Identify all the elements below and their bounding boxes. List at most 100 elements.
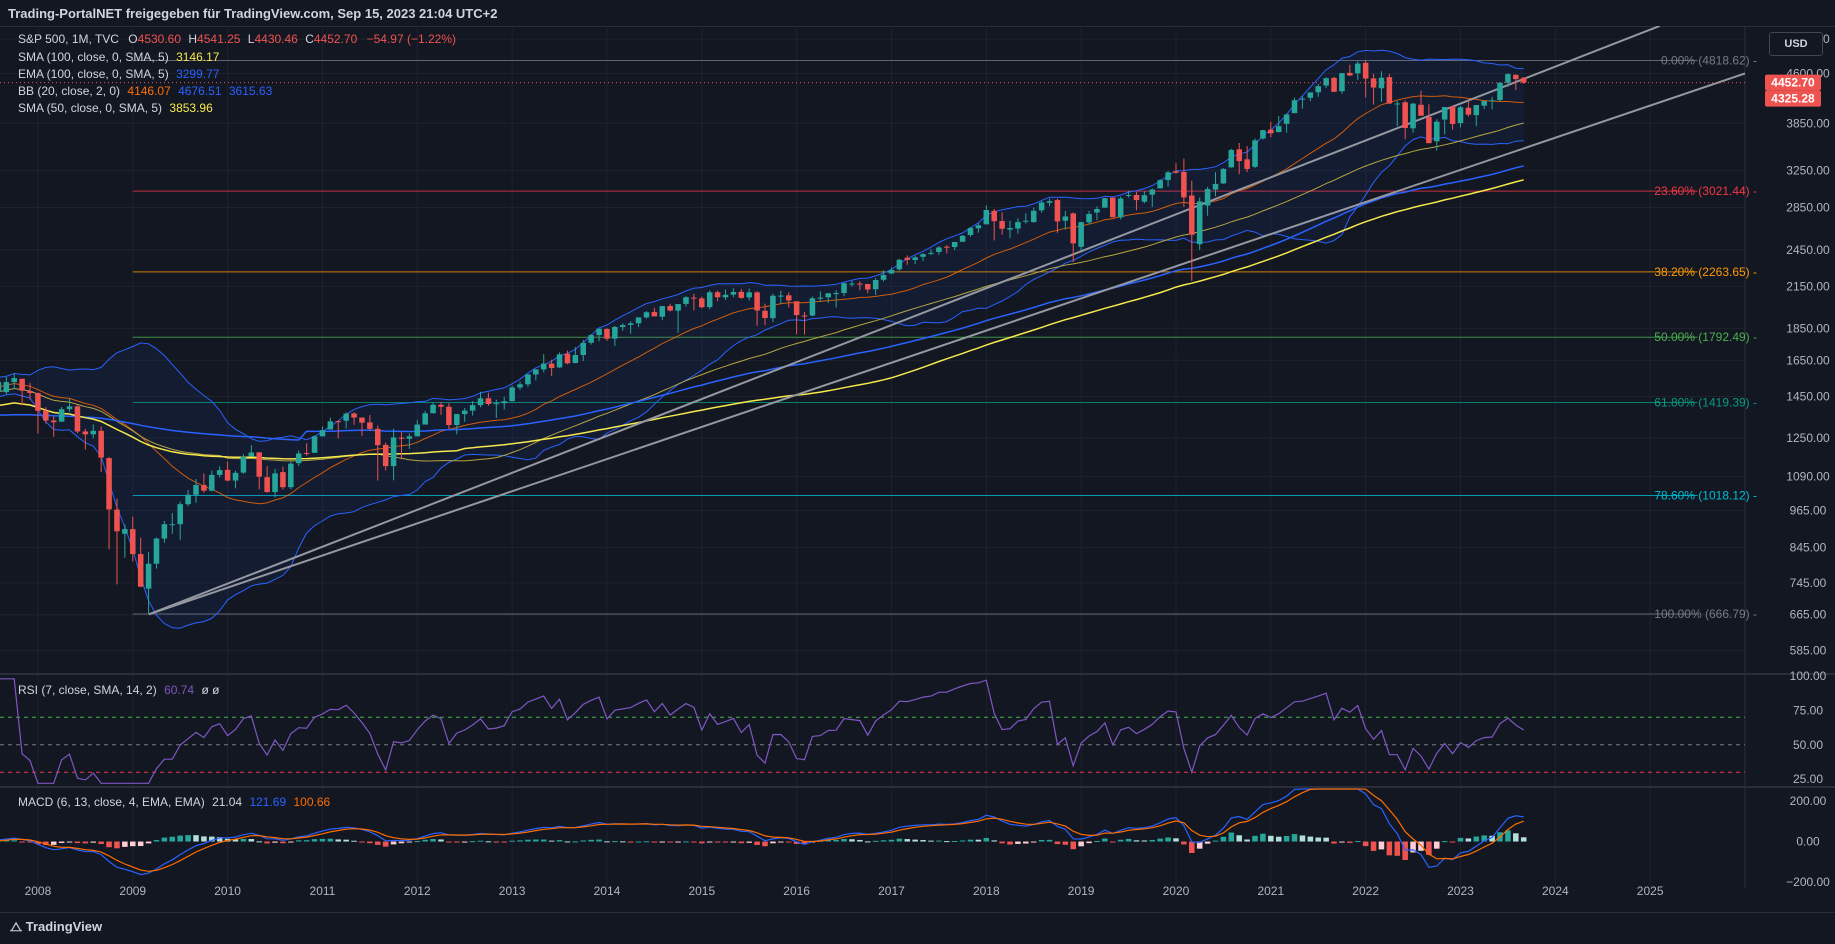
candle	[1046, 198, 1053, 207]
candle	[833, 290, 839, 308]
candle-body	[872, 280, 879, 290]
macd-histogram-bar	[754, 841, 760, 845]
macd-histogram-bar	[390, 841, 397, 845]
macd-histogram-bar	[1244, 839, 1250, 842]
macd-histogram-bar	[588, 839, 594, 842]
candle	[169, 513, 176, 534]
candle	[1441, 107, 1448, 135]
macd-histogram-bar	[904, 839, 911, 842]
y-tick-label: 3250.00	[1786, 164, 1830, 178]
macd-histogram-bar	[11, 840, 17, 842]
macd-histogram-bar	[1189, 841, 1195, 853]
candle-body	[1354, 63, 1361, 74]
candle	[991, 208, 997, 241]
y-tick-label: 2450.00	[1786, 243, 1830, 257]
macd-histogram-bar	[1315, 837, 1321, 842]
candle-body	[1236, 149, 1242, 162]
candle	[959, 235, 966, 242]
macd-histogram-bar	[1299, 835, 1306, 842]
candle	[11, 373, 17, 390]
candle	[699, 296, 705, 309]
macd-histogram-bar	[651, 841, 658, 843]
macd-histogram-bar	[446, 841, 452, 843]
candle	[1307, 92, 1314, 102]
tradingview-logo: ⧍ TradingView	[10, 919, 103, 934]
candle-body	[485, 398, 492, 404]
macd-histogram-bar	[1094, 840, 1100, 842]
legend-sma50-value: 3853.96	[169, 101, 213, 115]
macd-histogram-bar	[240, 838, 247, 842]
candle	[272, 468, 278, 498]
candle-body	[1386, 77, 1393, 104]
candle-body	[833, 293, 839, 295]
rsi-line	[0, 678, 1525, 784]
candle	[872, 278, 879, 296]
candle-body	[1291, 100, 1298, 114]
candle-body	[232, 472, 239, 481]
candle	[335, 420, 342, 439]
candle	[691, 293, 697, 311]
candle	[706, 290, 713, 310]
macd-histogram-bar	[730, 841, 737, 843]
macd-histogram-bar	[430, 838, 436, 842]
candle-body	[588, 335, 594, 343]
candle	[114, 498, 120, 585]
candle-body	[27, 391, 33, 394]
candle	[643, 311, 650, 319]
candle	[1386, 73, 1393, 105]
candle	[248, 445, 255, 457]
candle	[106, 457, 112, 550]
x-tick-label: 2016	[783, 884, 810, 898]
legend-macd-label: MACD (6, 13, close, 4, EMA, EMA)	[18, 795, 205, 809]
macd-histogram-bar	[1418, 841, 1424, 851]
candle-body	[1173, 171, 1179, 173]
currency-button[interactable]: USD	[1769, 32, 1823, 56]
macd-histogram-bar	[1370, 841, 1377, 851]
candle	[1252, 138, 1258, 169]
candle-body	[951, 241, 958, 248]
candle	[201, 473, 207, 493]
legend-sma50-row: SMA (50, close, 0, SMA, 5) 3853.96	[18, 101, 213, 115]
macd-histogram-bar	[1173, 838, 1179, 842]
macd-histogram-bar	[1465, 838, 1472, 842]
macd-histogram-bar	[1252, 835, 1258, 842]
chart-svg[interactable]: 2008 2009 2010 2011 2012 2013 2014 2015 2016 2017…	[0, 25, 1835, 939]
legend-macd-row: MACD (6, 13, close, 4, EMA, EMA) 21.04 1…	[18, 795, 330, 809]
y-tick-label: 745.00	[1790, 576, 1827, 590]
candle	[1228, 148, 1235, 168]
fib-level-label: 23.60% (3021.44) -	[1654, 184, 1757, 198]
y-tick-label: 1090.00	[1786, 469, 1830, 483]
candle	[683, 296, 689, 307]
x-tick-label: 2014	[594, 884, 621, 898]
macd-histogram-bar	[841, 838, 847, 842]
macd-histogram-bar	[248, 839, 255, 842]
legend-bb-mid: 4146.07	[127, 84, 171, 98]
channel-line	[148, 72, 1746, 616]
macd-histogram-bar	[667, 841, 673, 843]
candle	[327, 417, 334, 430]
candle-body	[983, 210, 990, 225]
candle-body	[1046, 201, 1053, 203]
candle	[485, 392, 492, 406]
candle-body	[501, 401, 507, 404]
candle	[801, 311, 808, 335]
macd-y-tick-label: 200.00	[1790, 794, 1827, 808]
macd-histogram-bar	[1133, 840, 1140, 842]
candle	[122, 524, 128, 558]
legend-symbol-row: S&P 500, 1M, TVC O4530.60 H4541.25 L4430…	[18, 32, 456, 46]
candle	[1030, 207, 1037, 223]
candle	[414, 420, 421, 437]
candle-body	[1109, 197, 1116, 218]
candle-body	[1402, 102, 1408, 129]
candle	[1165, 170, 1171, 187]
macd-histogram-bar	[857, 839, 863, 842]
candle-body	[145, 563, 152, 589]
legend-rsi-extra: ø ø	[201, 683, 220, 697]
candle	[58, 406, 65, 423]
macd-histogram-bar	[343, 839, 349, 842]
chart-area[interactable]: 2008 2009 2010 2011 2012 2013 2014 2015 2016 2017…	[0, 25, 1835, 939]
candle-body	[857, 283, 863, 285]
macd-histogram-bar	[1086, 841, 1092, 844]
macd-histogram-bar	[145, 841, 152, 844]
candle	[1149, 188, 1156, 207]
